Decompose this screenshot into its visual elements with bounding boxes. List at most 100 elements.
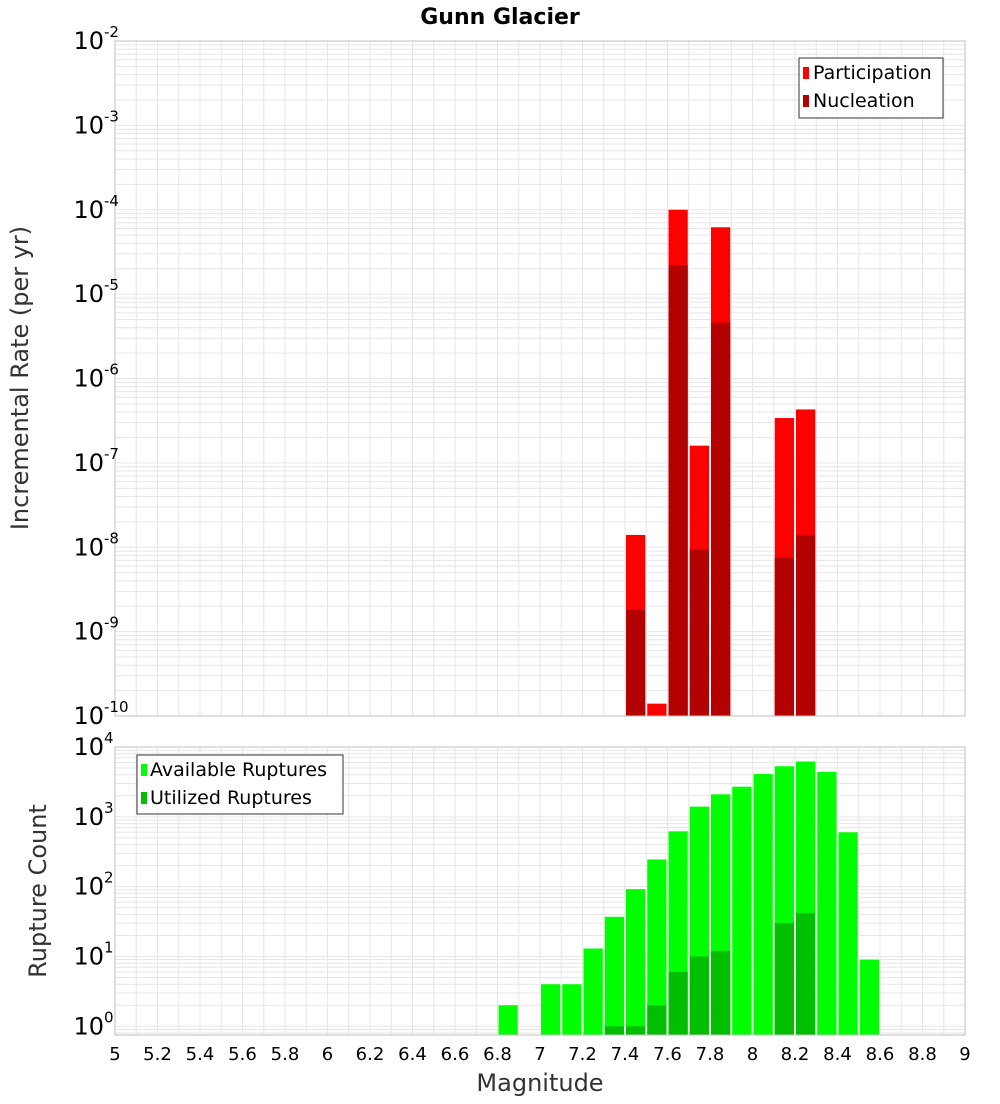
x-tick-label: 6.6 (441, 1044, 470, 1065)
available-ruptures-bar (838, 832, 858, 1035)
top-y-tick-base: 10 (73, 533, 104, 561)
top-y-tick-exponent: -4 (104, 192, 119, 210)
bottom-y-tick: 10 2 (73, 869, 113, 901)
top-y-tick-exponent: -5 (104, 276, 119, 294)
bottom-bars (498, 761, 879, 1035)
top-bars (626, 209, 816, 716)
bottom-y-tick-exponent: 0 (104, 1008, 114, 1026)
legend-label-nucleation: Nucleation (813, 90, 915, 112)
x-tick-label: 9 (959, 1044, 970, 1065)
x-tick-label: 5.8 (271, 1044, 300, 1065)
available-ruptures-bar (753, 774, 773, 1035)
x-tick-label: 8 (747, 1044, 758, 1065)
available-ruptures-bar (647, 859, 667, 1035)
utilized-ruptures-bar (626, 1026, 646, 1035)
available-ruptures-bar (562, 984, 582, 1035)
x-tick-label: 6.2 (356, 1044, 385, 1065)
utilized-ruptures-bar (774, 923, 794, 1035)
bottom-y-tick-exponent: 1 (104, 938, 114, 956)
bottom-y-tick-base: 10 (73, 733, 104, 761)
top-plot-frame (114, 40, 966, 717)
bottom-y-tick-base: 10 (73, 803, 104, 831)
utilized-ruptures-bar (796, 912, 816, 1035)
chart-title: Gunn Glacier (420, 5, 580, 30)
nucleation-bar (796, 534, 816, 716)
nucleation-bar (774, 557, 794, 716)
bottom-y-tick: 10 3 (73, 799, 113, 831)
available-ruptures-bar (817, 771, 837, 1035)
available-ruptures-bar (583, 948, 603, 1035)
bottom-y-tick-base: 10 (73, 873, 104, 901)
top-grid (114, 40, 966, 717)
bottom-y-tick-exponent: 2 (104, 869, 114, 887)
bottom-y-tick: 10 1 (73, 938, 113, 970)
nucleation-bar (668, 265, 688, 716)
available-ruptures-bar (541, 984, 561, 1035)
available-ruptures-bar (732, 786, 752, 1035)
x-tick-label: 5.6 (228, 1044, 257, 1065)
top-y-tick-base: 10 (73, 111, 104, 139)
bottom-plot-frame (114, 746, 966, 1036)
available-ruptures-bar (859, 959, 879, 1035)
x-tick-label: 6 (322, 1044, 333, 1065)
x-tick-label: 6.4 (398, 1044, 427, 1065)
x-tick-label: 7 (534, 1044, 545, 1065)
top-y-tick-base: 10 (73, 196, 104, 224)
legend-swatch-available (141, 764, 147, 776)
top-y-tick-exponent: -2 (104, 23, 119, 41)
x-tick-label: 7.6 (653, 1044, 682, 1065)
top-y-tick: 10 -7 (73, 445, 119, 477)
top-legend-box (798, 57, 944, 119)
top-y-tick: 10 -3 (73, 107, 119, 139)
top-legend: Participation Nucleation (798, 57, 944, 119)
bottom-y-tick: 10 0 (73, 1008, 113, 1040)
bottom-y-tick-exponent: 3 (104, 799, 114, 817)
legend-label-available: Available Ruptures (150, 759, 327, 781)
top-y-axis-label: Incremental Rate (per yr) (6, 226, 34, 530)
bottom-y-tick-base: 10 (73, 942, 104, 970)
x-tick-label: 8.8 (908, 1044, 937, 1065)
legend-label-utilized: Utilized Ruptures (150, 787, 312, 809)
x-axis-ticks: 5 5.2 5.4 5.6 5.8 6 6.2 6.4 6.6 6.8 7 7.2 7.4 7.6 7.8 8… (109, 1044, 970, 1065)
x-tick-label: 7.8 (696, 1044, 725, 1065)
utilized-ruptures-bar (689, 956, 709, 1035)
bottom-y-tick-exponent: 4 (104, 729, 114, 747)
top-y-tick: 10 -2 (73, 23, 119, 55)
x-tick-label: 5 (109, 1044, 120, 1065)
utilized-ruptures-bar (647, 1005, 667, 1035)
x-tick-label: 7.2 (568, 1044, 597, 1065)
available-ruptures-bar (626, 889, 646, 1035)
bottom-legend: Available Ruptures Utilized Ruptures (136, 754, 344, 815)
x-tick-label: 8.2 (781, 1044, 810, 1065)
top-y-tick-base: 10 (73, 618, 104, 646)
top-y-tick: 10 -8 (73, 529, 119, 561)
bottom-legend-box (136, 754, 344, 815)
top-y-tick-base: 10 (73, 702, 104, 730)
x-tick-label: 8.6 (866, 1044, 895, 1065)
utilized-ruptures-bar (668, 971, 688, 1035)
legend-swatch-utilized (141, 792, 147, 804)
legend-swatch-nucleation (803, 95, 809, 107)
bottom-y-tick-base: 10 (73, 1012, 104, 1040)
available-ruptures-bar (604, 916, 624, 1035)
x-tick-label: 8.4 (823, 1044, 852, 1065)
x-tick-label: 7.4 (611, 1044, 640, 1065)
utilized-ruptures-bar (604, 1026, 624, 1035)
top-y-tick-base: 10 (73, 27, 104, 55)
top-y-tick-base: 10 (73, 280, 104, 308)
top-y-tick: 10 -9 (73, 614, 119, 646)
nucleation-bar (711, 322, 731, 716)
nucleation-bar (689, 549, 709, 716)
x-tick-label: 5.2 (143, 1044, 172, 1065)
top-y-tick-exponent: -7 (104, 445, 119, 463)
top-y-tick-exponent: -3 (104, 107, 119, 125)
top-y-tick: 10 -5 (73, 276, 119, 308)
x-tick-label: 5.4 (186, 1044, 215, 1065)
bottom-y-tick: 10 4 (73, 729, 113, 761)
legend-label-participation: Participation (813, 62, 932, 84)
